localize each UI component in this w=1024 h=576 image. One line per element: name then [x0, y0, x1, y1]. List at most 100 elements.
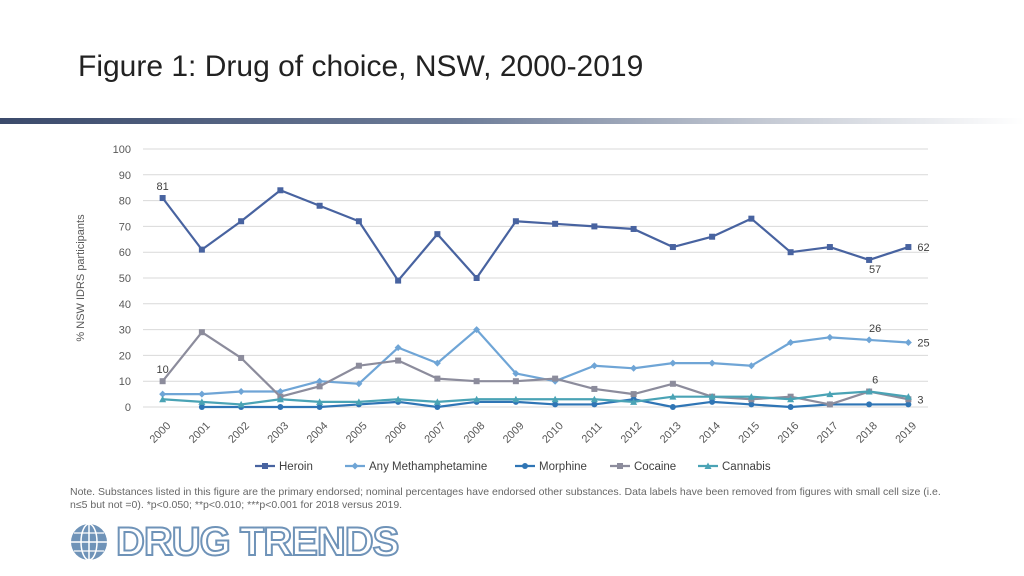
x-tick-label: 2001: [187, 420, 213, 446]
data-label: 10: [157, 364, 169, 376]
any-methamphetamine-point: [394, 344, 402, 352]
y-tick-label: 90: [119, 170, 131, 182]
any-methamphetamine-point: [708, 359, 716, 367]
any-methamphetamine-point: [237, 388, 245, 396]
morphine-point: [591, 401, 598, 408]
heroin-point: [277, 187, 284, 194]
any-methamphetamine-point: [433, 359, 441, 367]
any-methamphetamine-point: [276, 388, 284, 396]
any-methamphetamine-point: [747, 362, 755, 370]
cannabis-point: [826, 390, 834, 398]
heroin-point: [159, 195, 166, 202]
cocaine-point: [238, 354, 245, 361]
any-methamphetamine-point: [512, 369, 520, 377]
legend-label: Cannabis: [722, 461, 771, 473]
heroin-point: [709, 233, 716, 240]
x-tick-label: 2004: [305, 420, 331, 446]
cannabis-point: [904, 393, 912, 400]
any-methamphetamine-point: [669, 359, 677, 367]
x-tick-label: 2000: [148, 420, 174, 446]
heroin-point: [905, 244, 912, 251]
any-methamphetamine-point: [787, 339, 795, 346]
legend-marker: [262, 463, 268, 469]
cocaine-point: [355, 362, 362, 369]
heroin-point: [669, 244, 676, 251]
legend-marker: [704, 462, 712, 469]
data-label: 81: [157, 181, 169, 193]
x-tick-label: 2016: [776, 420, 802, 446]
cannabis-point: [590, 395, 598, 403]
cannabis-point: [316, 398, 324, 405]
any-methamphetamine-point: [826, 333, 834, 341]
heroin-point: [198, 246, 205, 253]
cannabis-point: [865, 388, 873, 395]
x-tick-label: 2008: [462, 420, 488, 446]
cannabis-line: [162, 390, 909, 406]
any-methamphetamine-point: [198, 390, 206, 398]
heroin-point: [630, 225, 637, 232]
legend-label: Cocaine: [634, 461, 676, 473]
morphine-point: [277, 404, 284, 410]
data-label: 3: [917, 394, 923, 406]
drug-trends-logo: DRUG TRENDS: [68, 519, 400, 565]
cocaine-point: [591, 385, 598, 392]
morphine-point: [748, 401, 755, 408]
cocaine-point: [669, 380, 676, 387]
y-tick-label: 10: [119, 376, 131, 388]
cannabis-point: [394, 395, 402, 403]
x-tick-label: 2011: [580, 420, 605, 445]
legend-marker: [617, 463, 623, 469]
heroin-point: [238, 218, 245, 225]
cannabis-point: [237, 400, 245, 408]
heroin-point: [591, 223, 598, 230]
morphine-point: [669, 404, 676, 410]
cocaine-point: [473, 378, 480, 385]
morphine-point: [552, 401, 559, 408]
x-tick-label: 2006: [383, 420, 409, 446]
morphine-point: [198, 404, 205, 410]
any-methamphetamine-point: [355, 380, 363, 388]
legend-label: Any Methamphetamine: [369, 461, 487, 473]
cannabis-point: [630, 398, 638, 405]
heroin-point: [866, 256, 873, 263]
x-tick-label: 2005: [344, 420, 370, 446]
cocaine-point: [316, 383, 323, 390]
morphine-point: [866, 401, 873, 408]
cannabis-point: [512, 395, 520, 403]
data-label: 26: [869, 323, 881, 335]
y-tick-label: 30: [119, 325, 131, 337]
any-methamphetamine-point: [159, 390, 167, 398]
legend-marker: [351, 462, 359, 470]
cannabis-point: [473, 395, 481, 403]
heroin-point: [434, 231, 441, 238]
heroin-point: [395, 277, 402, 284]
y-tick-label: 70: [119, 221, 131, 233]
heroin-point: [355, 218, 362, 225]
cannabis-point: [708, 393, 716, 400]
any-methamphetamine-point: [904, 339, 912, 346]
heroin-point: [826, 244, 833, 251]
legend-marker: [522, 463, 528, 469]
data-label: 57: [869, 264, 881, 276]
globe-icon: [71, 523, 107, 561]
data-label: 6: [872, 375, 878, 387]
heroin-point: [512, 218, 519, 225]
x-tick-label: 2019: [893, 420, 919, 446]
cocaine-point: [198, 329, 205, 336]
x-tick-label: 2014: [697, 420, 723, 446]
x-tick-label: 2017: [815, 420, 841, 446]
cocaine-point: [434, 375, 441, 382]
heroin-point: [316, 202, 323, 209]
y-tick-label: 60: [119, 247, 131, 259]
cannabis-point: [551, 395, 559, 403]
cannabis-point: [747, 393, 755, 400]
x-tick-label: 2007: [422, 420, 448, 446]
cannabis-point: [198, 398, 206, 405]
x-tick-label: 2003: [265, 420, 291, 446]
cannabis-point: [355, 398, 363, 405]
any-methamphetamine-point: [630, 364, 638, 372]
legend-label: Morphine: [539, 461, 587, 473]
y-tick-label: 20: [119, 350, 131, 362]
x-tick-label: 2002: [226, 420, 252, 446]
cocaine-point: [552, 375, 559, 382]
